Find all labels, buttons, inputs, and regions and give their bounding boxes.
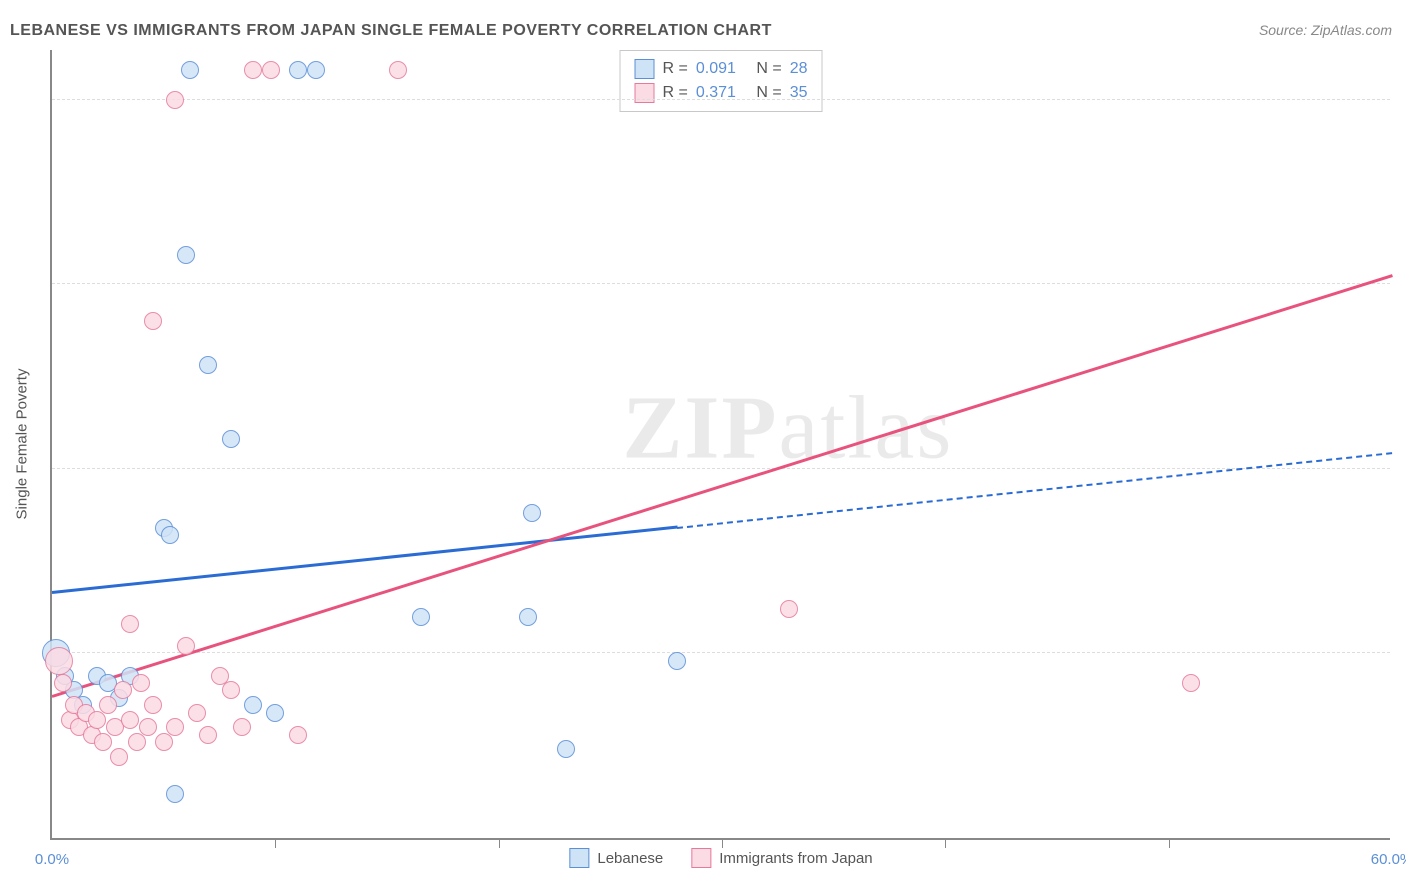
- data-point: [289, 726, 307, 744]
- data-point: [144, 312, 162, 330]
- trendline: [52, 526, 678, 594]
- x-tick-label: 0.0%: [35, 851, 69, 868]
- data-point: [188, 704, 206, 722]
- data-point: [128, 733, 146, 751]
- x-tick-minor: [945, 838, 946, 848]
- x-tick-minor: [499, 838, 500, 848]
- data-point: [45, 647, 73, 675]
- data-point: [233, 718, 251, 736]
- x-tick-minor: [1169, 838, 1170, 848]
- y-tick-label: 75.0%: [1400, 259, 1406, 276]
- data-point: [121, 615, 139, 633]
- r-label: R =: [663, 60, 688, 78]
- data-point: [110, 748, 128, 766]
- data-point: [99, 696, 117, 714]
- legend-swatch-series2: [691, 848, 711, 868]
- swatch-series1: [635, 59, 655, 79]
- data-point: [166, 718, 184, 736]
- data-point: [161, 526, 179, 544]
- data-point: [523, 504, 541, 522]
- stats-row-series2: R = 0.371 N = 35: [635, 81, 808, 105]
- stats-row-series1: R = 0.091 N = 28: [635, 57, 808, 81]
- data-point: [780, 600, 798, 618]
- data-point: [166, 91, 184, 109]
- swatch-series2: [635, 83, 655, 103]
- data-point: [222, 681, 240, 699]
- data-point: [88, 711, 106, 729]
- chart-title: LEBANESE VS IMMIGRANTS FROM JAPAN SINGLE…: [10, 22, 772, 40]
- legend-item-series2: Immigrants from Japan: [691, 848, 872, 868]
- data-point: [668, 652, 686, 670]
- trendline: [52, 274, 1393, 698]
- data-point: [1182, 674, 1200, 692]
- data-point: [132, 674, 150, 692]
- data-point: [266, 704, 284, 722]
- y-tick-label: 50.0%: [1400, 443, 1406, 460]
- data-point: [412, 608, 430, 626]
- n-value-series1: 28: [790, 60, 808, 78]
- x-tick-minor: [722, 838, 723, 848]
- gridline-h: [52, 99, 1390, 100]
- data-point: [307, 61, 325, 79]
- y-tick-label: 25.0%: [1400, 628, 1406, 645]
- plot-area: Single Female Poverty ZIPatlas R = 0.091…: [50, 50, 1390, 840]
- data-point: [177, 246, 195, 264]
- data-point: [177, 637, 195, 655]
- watermark-atlas: atlas: [778, 379, 953, 478]
- source-attribution: Source: ZipAtlas.com: [1259, 22, 1392, 38]
- chart-container: LEBANESE VS IMMIGRANTS FROM JAPAN SINGLE…: [0, 0, 1406, 892]
- data-point: [155, 733, 173, 751]
- data-point: [94, 733, 112, 751]
- data-point: [199, 726, 217, 744]
- n-label: N =: [756, 60, 781, 78]
- legend-label-series2: Immigrants from Japan: [719, 850, 872, 867]
- legend-item-series1: Lebanese: [569, 848, 663, 868]
- data-point: [519, 608, 537, 626]
- y-axis-title: Single Female Poverty: [14, 369, 31, 520]
- data-point: [557, 740, 575, 758]
- data-point: [244, 696, 262, 714]
- data-point: [54, 674, 72, 692]
- data-point: [262, 61, 280, 79]
- legend-label-series1: Lebanese: [597, 850, 663, 867]
- gridline-h: [52, 468, 1390, 469]
- data-point: [166, 785, 184, 803]
- watermark-zip: ZIP: [622, 379, 778, 478]
- data-point: [181, 61, 199, 79]
- data-point: [121, 711, 139, 729]
- stats-legend-box: R = 0.091 N = 28 R = 0.371 N = 35: [620, 50, 823, 112]
- legend-swatch-series1: [569, 848, 589, 868]
- x-tick-label: 60.0%: [1371, 851, 1406, 868]
- data-point: [244, 61, 262, 79]
- legend-bottom: Lebanese Immigrants from Japan: [569, 848, 872, 868]
- data-point: [289, 61, 307, 79]
- gridline-h: [52, 652, 1390, 653]
- data-point: [199, 356, 217, 374]
- data-point: [114, 681, 132, 699]
- data-point: [144, 696, 162, 714]
- data-point: [222, 430, 240, 448]
- r-value-series1: 0.091: [696, 60, 736, 78]
- data-point: [389, 61, 407, 79]
- data-point: [139, 718, 157, 736]
- x-tick-minor: [275, 838, 276, 848]
- gridline-h: [52, 283, 1390, 284]
- y-tick-label: 100.0%: [1400, 74, 1406, 91]
